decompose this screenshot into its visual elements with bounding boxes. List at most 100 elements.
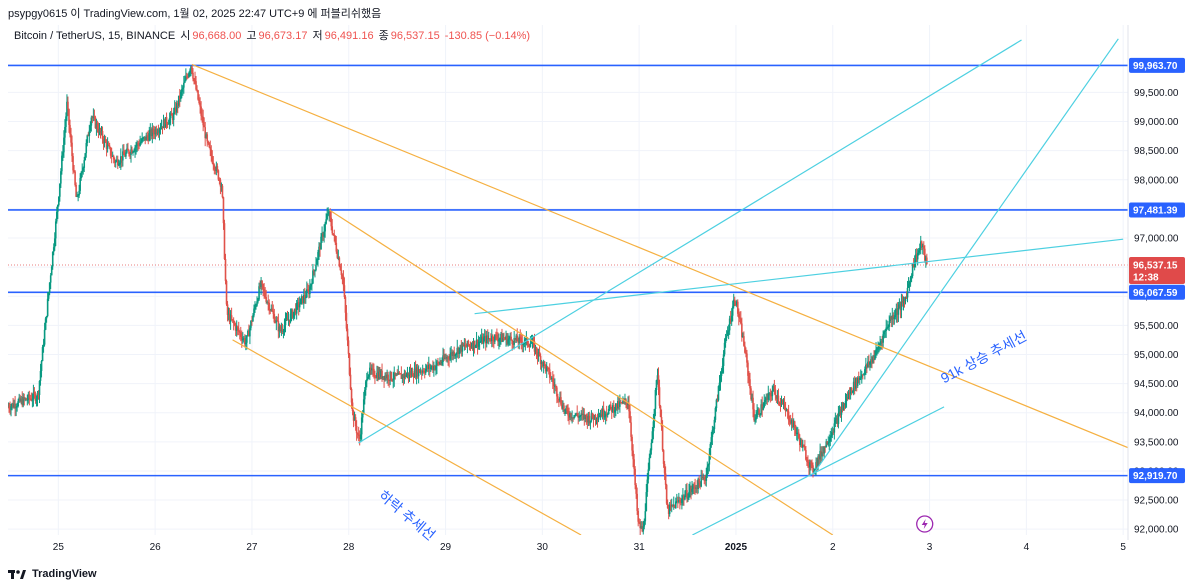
candle-body-561 <box>577 415 580 418</box>
candle-body-137 <box>146 135 149 137</box>
candle-body-308 <box>320 236 322 250</box>
candle-body-814 <box>834 419 837 424</box>
candle-body-333 <box>345 312 348 329</box>
y-tick-label-9: 95,000.00 <box>1134 350 1179 361</box>
x-tick-label-8: 2 <box>830 542 836 553</box>
candle-body-119 <box>128 150 130 154</box>
candle-body-107 <box>115 159 118 162</box>
candle-body-647 <box>664 473 667 485</box>
candle-body-127 <box>136 143 138 147</box>
candle-body-317 <box>329 211 332 218</box>
candle-body-612 <box>629 411 631 423</box>
candle-body-574 <box>590 413 593 421</box>
candle-body-278 <box>289 313 292 322</box>
candle-body-266 <box>277 321 280 332</box>
candle-body-174 <box>184 80 186 83</box>
candle-body-183 <box>193 78 195 80</box>
candle-body-453 <box>467 340 470 346</box>
candle-body-572 <box>588 415 591 424</box>
candle-body-893 <box>914 254 917 262</box>
candle-body-602 <box>619 401 621 407</box>
candle-body-556 <box>572 417 574 419</box>
candle-body-404 <box>417 369 420 377</box>
candle-body-232 <box>243 338 245 340</box>
candle-body-335 <box>347 340 350 354</box>
candle-body-373 <box>386 374 388 379</box>
candle-body-400 <box>413 368 416 378</box>
trendline-cyan-6 <box>692 406 945 535</box>
candle-body-357 <box>370 367 372 371</box>
candle-body-810 <box>830 435 833 438</box>
candle-body-231 <box>241 338 244 341</box>
candle-body-257 <box>268 302 271 311</box>
candle-body-319 <box>331 226 334 234</box>
x-tick-label-9: 3 <box>927 542 933 553</box>
candle-body-160 <box>169 113 172 119</box>
candle-body-305 <box>317 252 319 261</box>
candle-body-549 <box>565 407 567 410</box>
candle-body-155 <box>164 117 167 128</box>
candle-body-49 <box>57 205 59 212</box>
candle-body-126 <box>135 146 137 148</box>
candle-body-643 <box>660 417 663 427</box>
candle-body-897 <box>918 247 921 251</box>
candle-body-363 <box>376 372 378 378</box>
candle-body-663 <box>681 498 683 503</box>
candle-body-777 <box>796 432 799 434</box>
candle-body-353 <box>365 379 368 382</box>
candle-body-47 <box>54 221 57 239</box>
candle-body-135 <box>144 136 147 141</box>
symbol-name[interactable]: Bitcoin / TetherUS, 15, BINANCE <box>14 30 176 42</box>
candle-body-563 <box>579 415 582 417</box>
candle-body-501 <box>516 335 519 342</box>
candle-body-660 <box>678 500 680 502</box>
candle-body-370 <box>383 376 385 380</box>
candle-body-391 <box>404 373 407 377</box>
candle-body-344 <box>356 433 359 435</box>
candle-body-593 <box>609 404 612 408</box>
candle-body-25 <box>32 392 35 400</box>
candle-body-455 <box>469 345 472 347</box>
candle-body-162 <box>171 115 174 121</box>
candle-body-493 <box>508 338 510 340</box>
candle-body-676 <box>694 486 696 489</box>
candle-body-615 <box>632 450 634 460</box>
candle-body-1 <box>8 406 10 409</box>
candle-body-193 <box>203 125 205 128</box>
candle-body-841 <box>862 374 864 376</box>
candle-body-879 <box>900 300 903 311</box>
trendline-cyan-3 <box>358 39 1022 444</box>
candle-body-205 <box>215 166 218 172</box>
candle-body-580 <box>596 419 599 421</box>
candle-body-86 <box>94 117 97 128</box>
x-tick-label-0: 25 <box>53 542 65 553</box>
candle-body-386 <box>399 373 402 375</box>
candle-body-329 <box>341 274 344 277</box>
candle-body-495 <box>510 336 512 340</box>
candle-body-463 <box>477 342 480 347</box>
candle-body-466 <box>480 336 483 342</box>
candle-body-269 <box>280 329 283 331</box>
candle-body-237 <box>248 330 250 337</box>
candle-body-757 <box>776 395 779 399</box>
candle-body-104 <box>112 155 115 160</box>
candle-body-407 <box>420 371 423 373</box>
y-tick-label-5: 97,000.00 <box>1134 234 1179 245</box>
x-tick-label-2: 27 <box>246 542 258 553</box>
candle-body-859 <box>880 341 882 344</box>
candle-body-650 <box>667 508 670 514</box>
candle-body-337 <box>349 374 352 390</box>
candle-body-273 <box>284 319 287 326</box>
candle-body-102 <box>110 155 113 157</box>
candle-body-250 <box>261 280 263 285</box>
candle-body-792 <box>812 465 814 473</box>
candle-body-290 <box>301 296 304 304</box>
candle-body-395 <box>408 371 411 377</box>
candle-body-46 <box>53 238 56 248</box>
candle-body-393 <box>406 372 409 375</box>
candle-body-161 <box>170 113 173 116</box>
candle-body-657 <box>674 501 677 509</box>
candle-body-518 <box>533 341 536 352</box>
candle-body-437 <box>451 352 453 356</box>
